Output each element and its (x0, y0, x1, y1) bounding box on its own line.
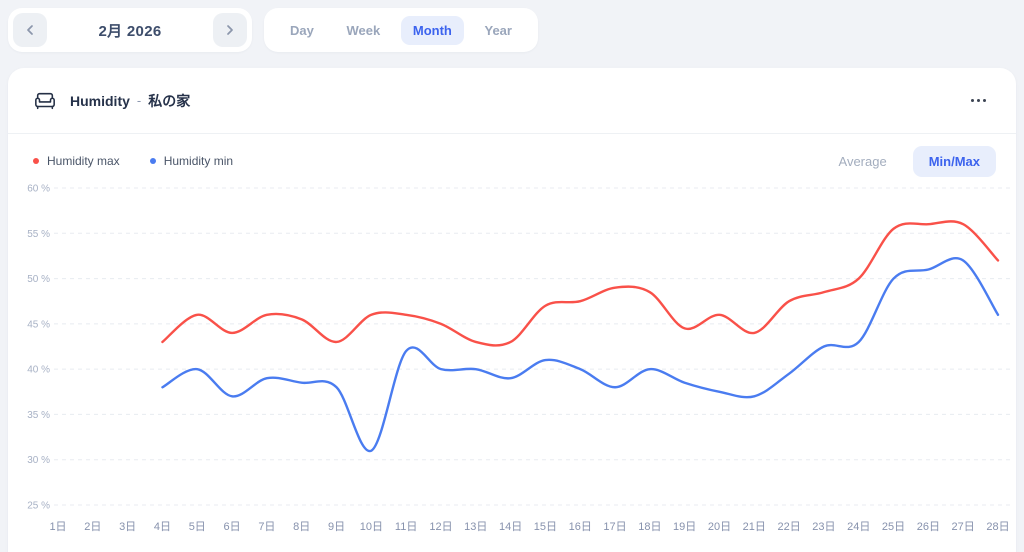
svg-text:60 %: 60 % (27, 184, 50, 195)
svg-text:14日: 14日 (499, 521, 522, 533)
legend-item-humidity-min[interactable]: Humidity min (149, 154, 234, 168)
tab-day[interactable]: Day (278, 16, 326, 45)
humidity-card: Humidity - 私の家 Humidity max Humidity min… (8, 68, 1016, 552)
svg-text:27日: 27日 (952, 521, 975, 533)
legend-label-max: Humidity max (47, 154, 120, 168)
svg-text:22日: 22日 (777, 521, 800, 533)
room-name: 私の家 (148, 92, 191, 109)
svg-text:35 %: 35 % (27, 410, 50, 421)
tab-month[interactable]: Month (400, 15, 464, 45)
svg-text:11日: 11日 (395, 521, 417, 533)
svg-text:4日: 4日 (154, 521, 171, 533)
svg-text:9日: 9日 (328, 521, 345, 533)
more-dots-icon (983, 99, 986, 102)
card-header: Humidity - 私の家 (8, 68, 1016, 134)
view-tab-group: Day Week Month Year (264, 8, 538, 52)
svg-text:17日: 17日 (603, 521, 626, 533)
legend-dot-max (33, 158, 39, 164)
svg-text:3日: 3日 (119, 521, 136, 533)
more-dots-icon (971, 99, 974, 102)
card-title: Humidity (70, 92, 130, 109)
legend-row: Humidity max Humidity min Average Min/Ma… (8, 144, 1016, 178)
svg-text:20日: 20日 (708, 521, 731, 533)
svg-text:25 %: 25 % (27, 501, 50, 512)
minmax-mode-button[interactable]: Min/Max (912, 145, 996, 177)
mode-button-group: Average Min/Max (823, 145, 996, 177)
legend-item-humidity-max[interactable]: Humidity max (33, 154, 120, 168)
svg-text:13日: 13日 (464, 521, 487, 533)
chevron-left-icon (27, 25, 33, 35)
current-period-label: 2月 2026 (98, 22, 162, 40)
legend-dot-min (149, 158, 156, 164)
svg-text:45 %: 45 % (27, 319, 50, 330)
svg-text:19日: 19日 (673, 521, 696, 533)
svg-text:50 %: 50 % (27, 274, 50, 285)
date-navigator: 2月 2026 (8, 8, 252, 52)
chart-canvas: 60 % 55 % 50 % 45 % 40 % 35 % 30 % 25 % 1日 2日 3日 4日… (27, 184, 1010, 533)
next-month-button[interactable] (212, 13, 247, 47)
average-mode-button[interactable]: Average (823, 146, 903, 177)
title-separator: - (136, 93, 142, 108)
svg-text:23日: 23日 (812, 521, 835, 533)
svg-text:55 %: 55 % (27, 229, 50, 240)
svg-text:6日: 6日 (224, 521, 241, 533)
svg-text:25日: 25日 (882, 521, 905, 533)
svg-text:26日: 26日 (917, 521, 940, 533)
svg-text:15日: 15日 (534, 521, 557, 533)
svg-text:1日: 1日 (49, 521, 66, 533)
svg-text:21日: 21日 (743, 521, 766, 533)
svg-text:10日: 10日 (360, 521, 383, 533)
svg-text:12日: 12日 (429, 521, 452, 533)
tab-year[interactable]: Year (473, 16, 524, 45)
humidity-chart: 60 % 55 % 50 % 45 % 40 % 35 % 30 % 25 % 1日 2日 3日 4日… (8, 178, 1016, 546)
top-bar: 2月 2026 Day Week Month Year (8, 8, 538, 52)
svg-text:5日: 5日 (189, 521, 206, 533)
svg-text:18日: 18日 (638, 521, 661, 533)
prev-month-button[interactable] (13, 13, 47, 47)
sofa-icon (32, 88, 58, 114)
more-dots-icon (977, 99, 980, 102)
legend-label-min: Humidity min (163, 154, 234, 168)
svg-text:7日: 7日 (258, 521, 275, 533)
svg-text:8日: 8日 (293, 521, 310, 533)
tab-week[interactable]: Week (335, 16, 393, 45)
chevron-right-icon (227, 25, 233, 35)
svg-text:2日: 2日 (84, 521, 101, 533)
more-options-button[interactable] (965, 93, 992, 108)
svg-text:24日: 24日 (847, 521, 870, 533)
svg-text:28日: 28日 (986, 521, 1009, 533)
svg-text:16日: 16日 (569, 521, 592, 533)
svg-text:30 %: 30 % (27, 455, 50, 466)
svg-text:40 %: 40 % (27, 365, 50, 376)
